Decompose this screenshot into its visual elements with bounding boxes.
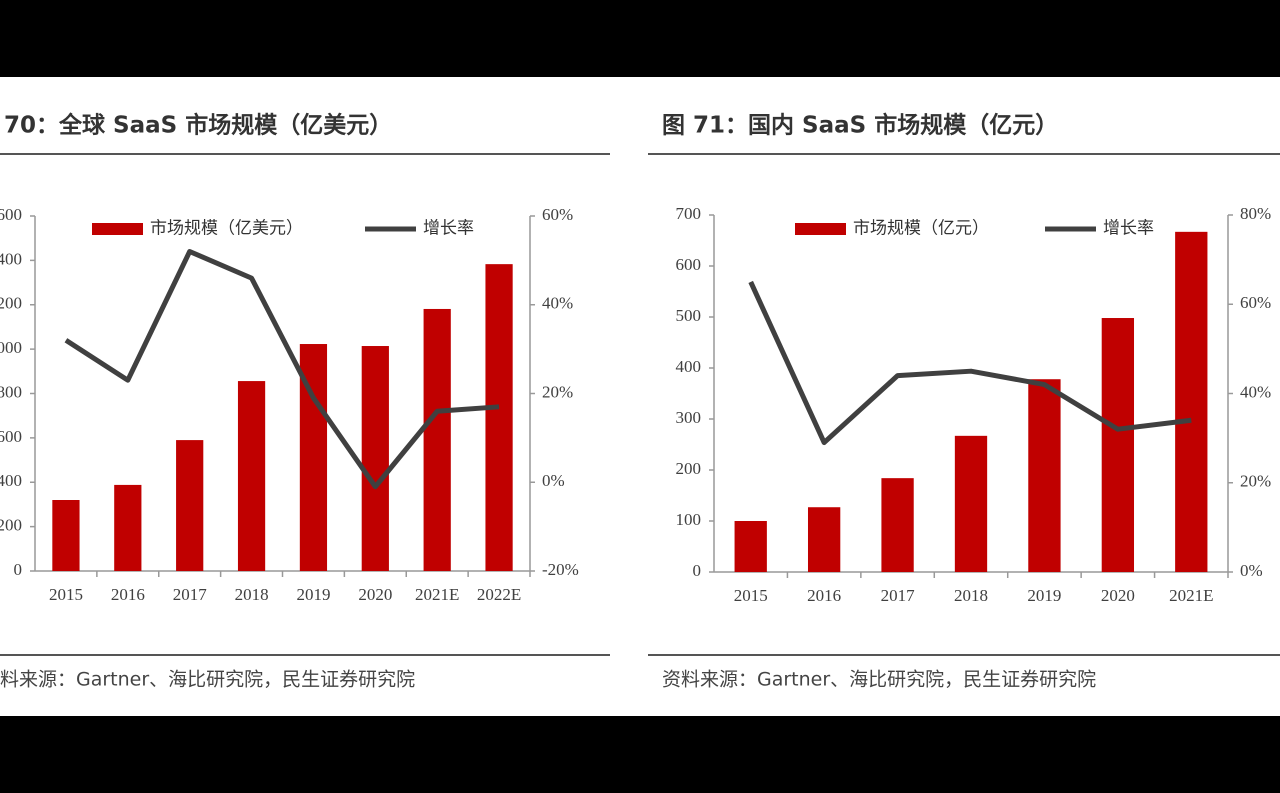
panel	[0, 77, 1280, 716]
bar	[176, 440, 204, 571]
y-tick-label: 1000	[0, 338, 22, 357]
x-tick-label: 2021E	[415, 585, 459, 604]
y2-tick-label: 60%	[1240, 293, 1271, 312]
line-series	[64, 249, 500, 490]
y2-tick-label: 0%	[542, 471, 565, 490]
x-tick-label: 2018	[235, 585, 269, 604]
y-tick-label: 400	[676, 357, 702, 376]
y-tick-label: 1200	[0, 294, 22, 313]
y-tick-label: 500	[676, 306, 702, 325]
x-tick-label: 2019	[296, 585, 330, 604]
x-tick-label: 2018	[954, 586, 988, 605]
chart-title: 70：全球 SaaS 市场规模（亿美元）	[4, 112, 392, 139]
y-tick-label: 200	[676, 459, 702, 478]
bar	[1175, 231, 1208, 572]
bar	[1101, 318, 1135, 572]
y2-tick-label: 60%	[542, 205, 573, 224]
x-tick-label: 2017	[881, 586, 916, 605]
x-tick-label: 2020	[358, 585, 392, 604]
x-tick-label: 2016	[807, 586, 841, 605]
y-tick-label: 1600	[0, 205, 22, 224]
legend-swatch	[795, 223, 846, 235]
y-tick-label: 1400	[0, 249, 22, 268]
line-series	[748, 280, 1192, 446]
y-tick-label: 600	[0, 427, 22, 446]
y2-tick-label: 0%	[1240, 561, 1263, 580]
x-tick-label: 2015	[734, 586, 768, 605]
y2-tick-label: -20%	[542, 560, 579, 579]
legend-label: 增长率	[423, 219, 474, 239]
bar	[1028, 379, 1061, 572]
y2-tick-label: 80%	[1240, 204, 1271, 223]
y-tick-label: 200	[0, 516, 22, 535]
bar	[807, 507, 841, 572]
bar	[734, 521, 767, 572]
x-tick-label: 2022E	[477, 585, 521, 604]
y-tick-label: 0	[14, 560, 23, 579]
bar	[237, 381, 266, 571]
x-tick-label: 2017	[173, 585, 208, 604]
y-tick-label: 600	[676, 255, 702, 274]
y-tick-label: 100	[676, 510, 702, 529]
bar	[485, 264, 513, 571]
chart-title: 图 71：国内 SaaS 市场规模（亿元）	[662, 112, 1058, 139]
bar	[881, 478, 914, 572]
x-tick-label: 2020	[1101, 586, 1135, 605]
x-tick-label: 2021E	[1169, 586, 1213, 605]
y-tick-label: 700	[676, 204, 702, 223]
x-tick-label: 2015	[49, 585, 83, 604]
y2-tick-label: 40%	[1240, 382, 1271, 401]
x-tick-label: 2016	[111, 585, 145, 604]
x-tick-label: 2019	[1027, 586, 1061, 605]
legend-label: 市场规模（亿美元）	[150, 219, 303, 239]
legend-swatch	[92, 223, 143, 235]
y-tick-label: 300	[676, 408, 702, 427]
source-note: 资料来源：Gartner、海比研究院，民生证券研究院	[662, 669, 1096, 691]
y-tick-label: 400	[0, 471, 22, 490]
y2-tick-label: 20%	[1240, 472, 1271, 491]
legend-label: 市场规模（亿元）	[853, 219, 989, 239]
legend-label: 增长率	[1103, 219, 1154, 239]
bar	[52, 500, 80, 571]
bar	[361, 346, 389, 571]
y2-tick-label: 40%	[542, 294, 573, 313]
y2-tick-label: 20%	[542, 382, 573, 401]
y-tick-label: 800	[0, 382, 22, 401]
y-tick-label: 0	[693, 561, 702, 580]
bar	[114, 484, 142, 571]
bar	[954, 435, 988, 572]
bar	[423, 308, 451, 571]
source-note: 料来源：Gartner、海比研究院，民生证券研究院	[0, 669, 415, 691]
